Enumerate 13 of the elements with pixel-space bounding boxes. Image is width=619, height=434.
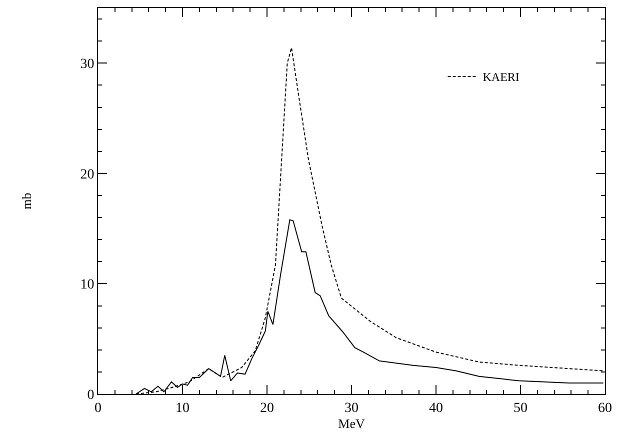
x-tick-label: 40: [429, 400, 443, 416]
y-tick-label: 20: [80, 167, 94, 182]
y-tick-label: 30: [80, 57, 94, 72]
x-tick-label: 30: [344, 400, 358, 416]
x-tick-label: 10: [176, 400, 190, 416]
x-tick-label: 60: [598, 400, 612, 416]
x-axis-title: MeV: [338, 416, 366, 431]
y-tick-label: 0: [87, 388, 94, 403]
x-tick-label: 50: [514, 400, 528, 416]
y-tick-label: 10: [80, 278, 94, 293]
x-tick-label: 20: [260, 400, 274, 416]
legend-label: KAERI: [482, 70, 520, 84]
y-axis-title: mb: [19, 192, 34, 210]
